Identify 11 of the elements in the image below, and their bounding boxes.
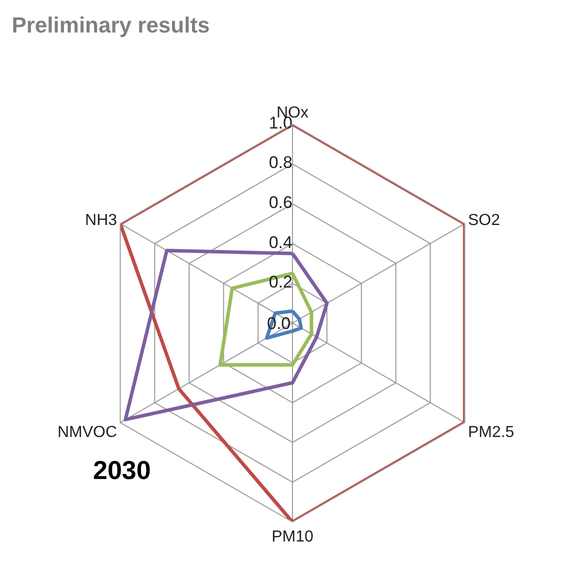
chart-title: Preliminary results — [12, 12, 210, 38]
y-tick-label: 0.6 — [268, 193, 292, 212]
spoke-label: PM10 — [272, 528, 314, 546]
spoke-label: SO2 — [468, 212, 500, 230]
spoke-label: NMVOC — [57, 424, 118, 442]
y-tick-label: 0.4 — [268, 232, 292, 252]
spoke-label: NH3 — [85, 212, 118, 230]
y-tick-label: 0.2 — [268, 272, 292, 292]
spoke-label: PM2.5 — [468, 424, 514, 442]
text: 2030 — [93, 455, 151, 485]
y-tick-label: 0.8 — [268, 153, 292, 172]
